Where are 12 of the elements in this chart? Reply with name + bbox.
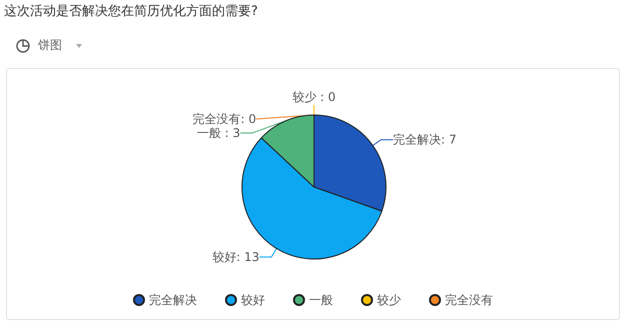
text: 饼图 bbox=[38, 37, 62, 54]
legend-label: 完全没有 bbox=[445, 293, 493, 307]
legend-label: 完全解决 bbox=[149, 293, 197, 307]
data-label: 完全解决: 7 bbox=[392, 132, 456, 147]
chart-title: 这次活动是否解决您在简历优化方面的需要? bbox=[4, 3, 258, 20]
data-label: 一般 : 3 bbox=[196, 126, 240, 140]
legend-label: 较好 bbox=[241, 293, 265, 307]
data-label: 较好: 13 bbox=[212, 250, 260, 264]
text: 完全没有: 0 bbox=[192, 112, 256, 126]
legend-label: 较少 bbox=[377, 293, 401, 307]
legend-label: 一般 bbox=[309, 293, 333, 307]
text: 较少 : 0 bbox=[292, 90, 336, 104]
